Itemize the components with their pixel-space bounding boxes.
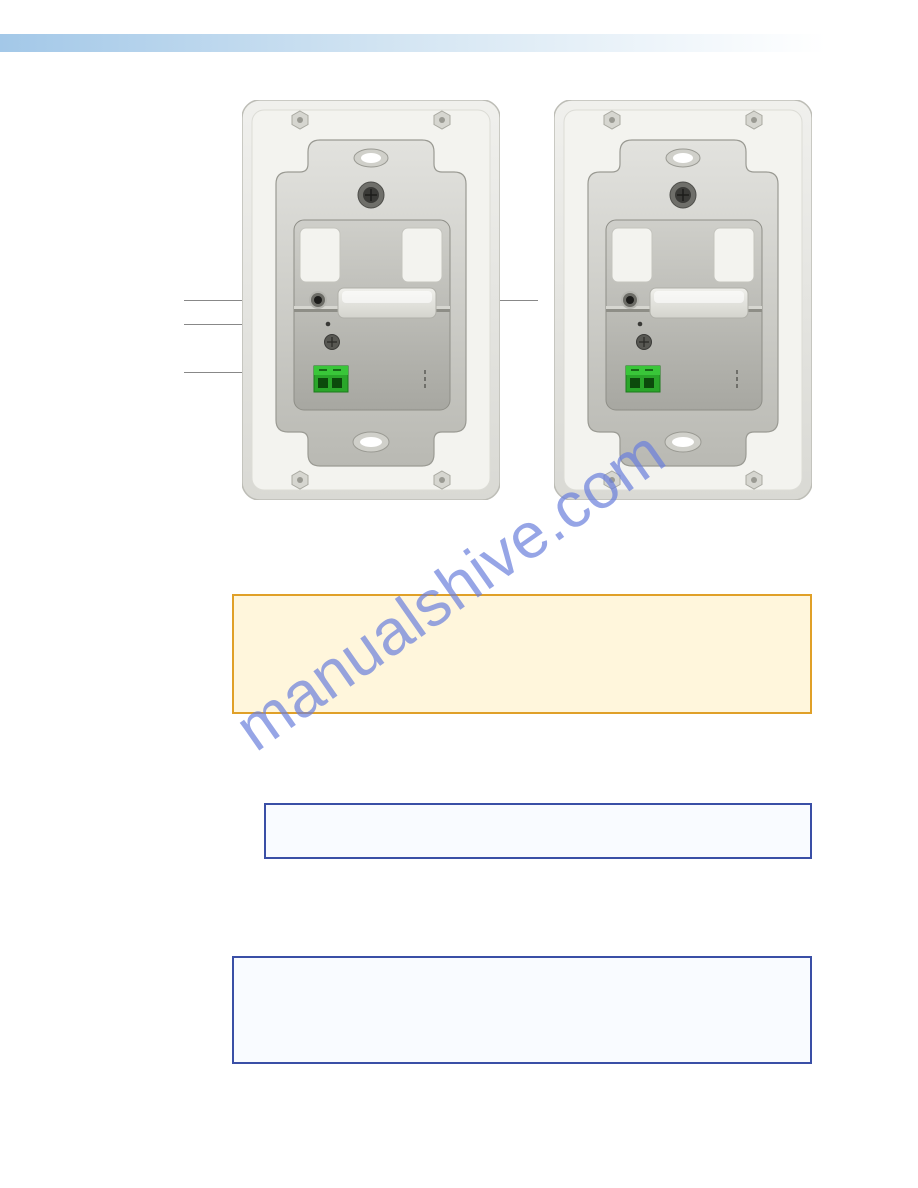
device-svg (242, 100, 500, 500)
side-mark (424, 384, 426, 388)
side-mark (424, 377, 426, 381)
jack-hole (314, 296, 322, 304)
hex-screw (434, 111, 450, 129)
device-left (242, 100, 500, 505)
device-svg (554, 100, 812, 500)
caution-callout (232, 594, 812, 714)
bottom-mount-hole (360, 437, 382, 447)
hex-screw (434, 471, 450, 489)
module-cutout-left (300, 228, 340, 282)
terminal-block (314, 366, 348, 392)
note-callout-small (264, 803, 812, 859)
device-illustration-row (0, 100, 918, 500)
top-mount-hole (361, 153, 381, 163)
hex-screw (292, 111, 308, 129)
side-mark (424, 370, 426, 374)
note-callout-large (232, 956, 812, 1064)
module-cutout-right (402, 228, 442, 282)
white-tab-hilite (342, 291, 432, 303)
device-right (554, 100, 812, 505)
hex-screw (292, 471, 308, 489)
header-gradient-bar (0, 34, 918, 52)
led-dot (326, 322, 331, 327)
